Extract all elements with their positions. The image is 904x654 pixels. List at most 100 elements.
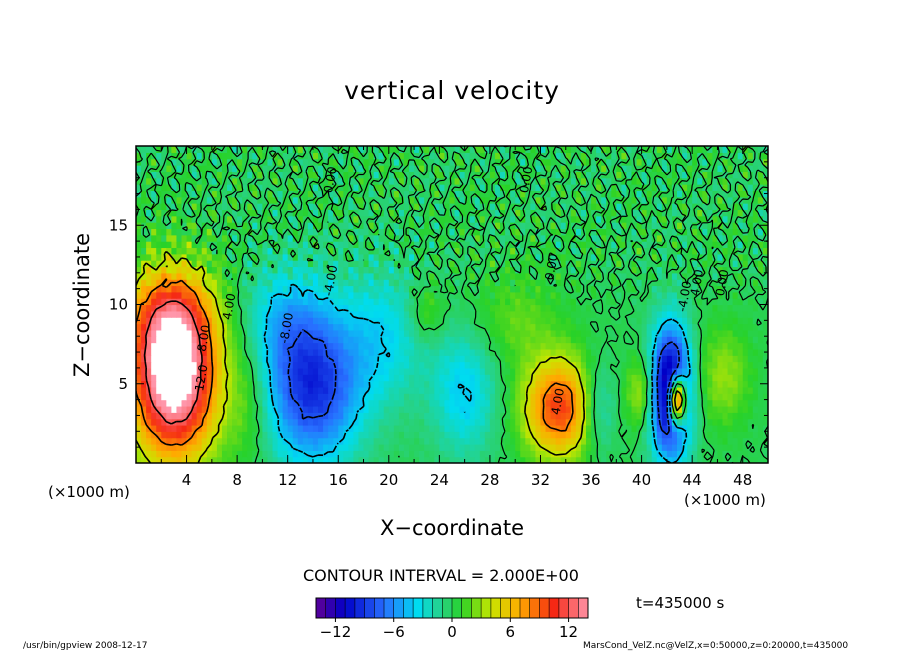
field-cell: [545, 215, 552, 223]
field-cell: [166, 241, 172, 249]
field-cell: [378, 348, 385, 356]
field-cell: [353, 437, 360, 445]
field-cell: [282, 241, 289, 249]
field-cell: [666, 228, 673, 236]
field-cell: [591, 355, 597, 363]
field-cell: [510, 247, 516, 255]
field-cell: [687, 298, 693, 306]
field-cell: [671, 304, 678, 312]
field-cell: [136, 424, 142, 432]
field-cell: [510, 399, 516, 407]
field-cell: [697, 456, 703, 463]
field-cell: [186, 279, 193, 287]
field-cell: [368, 412, 375, 420]
field-cell: [757, 361, 764, 369]
field-cell: [338, 234, 344, 242]
field-cell: [221, 247, 228, 255]
field-cell: [520, 323, 526, 331]
field-cell: [136, 247, 142, 255]
field-cell: [550, 386, 557, 394]
field-cell: [191, 374, 198, 382]
field-cell: [398, 247, 405, 255]
field-cell: [636, 266, 643, 274]
field-cell: [676, 241, 683, 249]
field-cell: [676, 342, 683, 350]
field-cell: [747, 367, 754, 375]
field-cell: [449, 215, 456, 223]
field-cell: [444, 450, 451, 458]
field-cell: [297, 209, 304, 217]
field-cell: [692, 215, 698, 223]
field-cell: [454, 304, 461, 312]
field-cell: [611, 253, 617, 261]
field-cell: [348, 222, 355, 230]
field-cell: [535, 431, 542, 439]
field-cell: [666, 260, 673, 268]
field-cell: [661, 329, 668, 337]
field-cell: [171, 386, 178, 394]
field-cell: [368, 247, 375, 255]
field-cell: [191, 380, 198, 388]
field-cell: [464, 386, 471, 394]
field-cell: [272, 234, 279, 242]
field-cell: [414, 361, 420, 369]
field-cell: [732, 355, 739, 363]
field-cell: [661, 355, 668, 363]
field-cell: [479, 418, 486, 426]
field-cell: [717, 443, 724, 451]
field-cell: [211, 361, 218, 369]
field-cell: [201, 234, 208, 242]
field-cell: [439, 222, 446, 230]
field-cell: [747, 380, 754, 388]
field-cell: [333, 418, 339, 426]
field-cell: [631, 329, 638, 337]
field-cell: [560, 418, 567, 426]
field-cell: [373, 443, 380, 451]
field-cell: [762, 386, 768, 394]
field-cell: [439, 450, 446, 458]
field-cell: [156, 386, 162, 394]
field-cell: [752, 405, 759, 413]
field-cell: [302, 304, 309, 312]
field-cell: [636, 285, 643, 293]
field-cell: [494, 241, 501, 249]
field-cell: [373, 279, 380, 287]
field-cell: [585, 380, 592, 388]
field-cell: [186, 367, 193, 375]
field-cell: [525, 424, 531, 432]
field-cell: [333, 355, 339, 363]
field-cell: [555, 234, 562, 242]
field-cell: [510, 450, 516, 458]
field-cell: [570, 317, 577, 325]
field-cell: [742, 266, 749, 274]
field-cell: [510, 405, 516, 413]
field-cell: [762, 291, 768, 299]
field-cell: [181, 266, 188, 274]
field-cell: [328, 285, 334, 293]
field-cell: [666, 317, 673, 325]
field-cell: [464, 367, 471, 375]
field-cell: [232, 329, 238, 337]
field-cell: [747, 247, 754, 255]
field-cell: [191, 443, 198, 451]
field-cell: [484, 418, 491, 426]
field-cell: [575, 279, 582, 287]
field-cell: [151, 279, 157, 287]
field-cell: [489, 272, 496, 280]
field-cell: [409, 215, 415, 223]
field-cell: [429, 424, 435, 432]
field-cell: [510, 222, 516, 230]
field-cell: [535, 405, 542, 413]
field-cell: [550, 342, 557, 350]
field-cell: [757, 348, 764, 356]
field-cell: [414, 412, 420, 420]
field-cell: [206, 456, 213, 463]
field-cell: [201, 228, 208, 236]
field-cell: [221, 228, 228, 236]
field-cell: [318, 424, 324, 432]
field-cell: [712, 215, 719, 223]
field-cell: [237, 253, 243, 261]
field-cell: [479, 424, 486, 432]
field-cell: [434, 298, 440, 306]
field-cell: [727, 266, 734, 274]
